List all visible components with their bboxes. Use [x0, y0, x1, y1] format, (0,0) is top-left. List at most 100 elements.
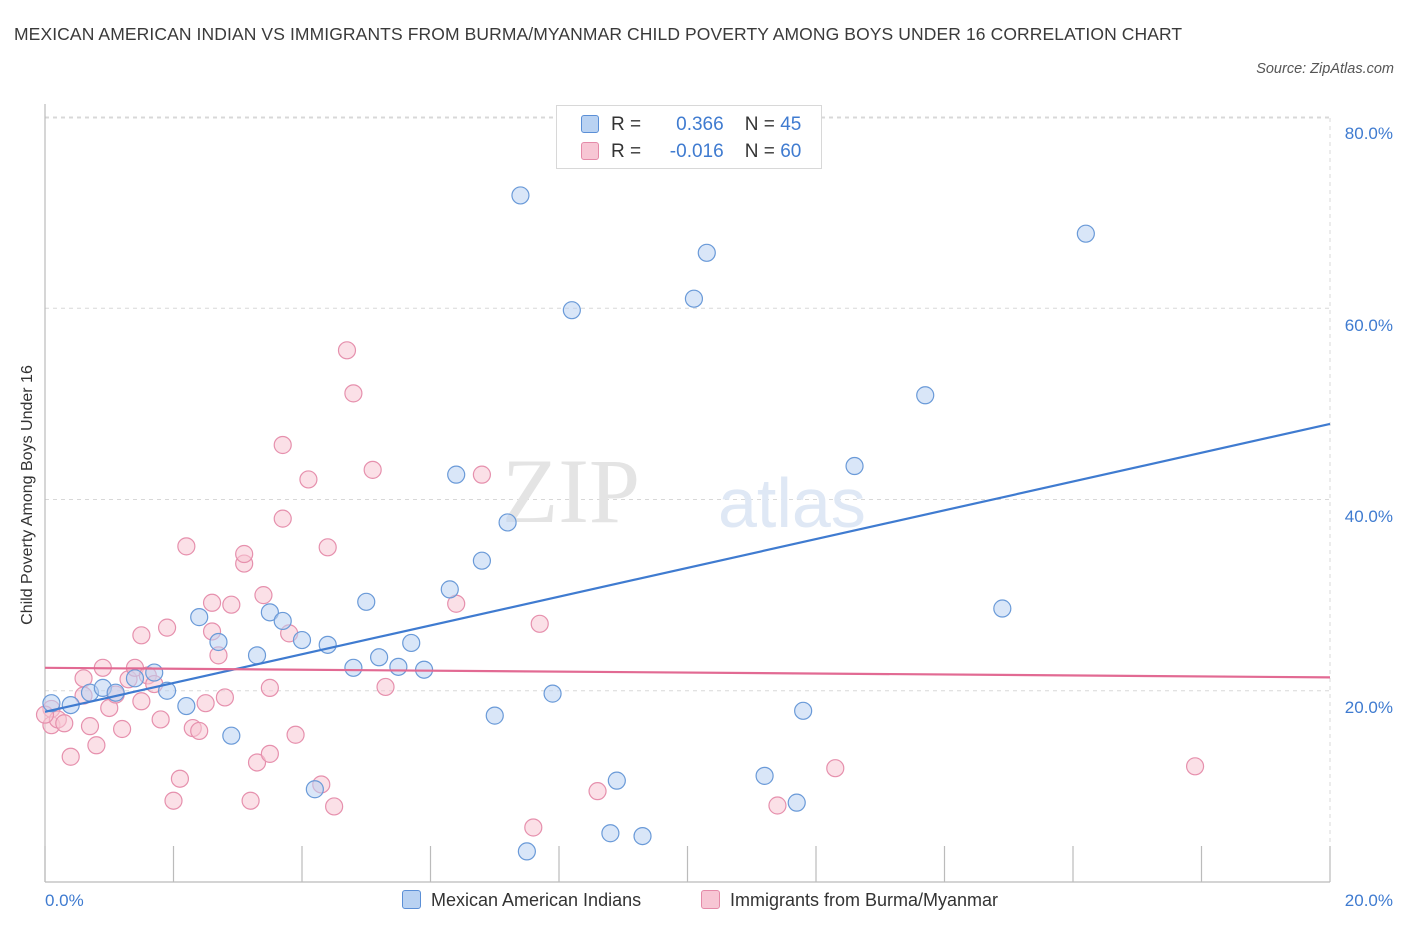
point-immigrant-burma	[87, 736, 106, 755]
point-immigrant-burma	[260, 744, 279, 763]
trendline-immigrants-burma	[44, 666, 1331, 679]
pink-swatch	[581, 142, 599, 160]
point-immigrant-burma	[170, 769, 190, 788]
point-immigrant-burma	[254, 586, 273, 605]
chart-title: MEXICAN AMERICAN INDIAN VS IMMIGRANTS FR…	[14, 24, 1183, 44]
point-mexican-american-indian	[993, 599, 1012, 618]
point-mexican-american-indian	[511, 186, 530, 205]
point-mexican-american-indian	[601, 824, 620, 843]
point-immigrant-burma	[826, 759, 845, 778]
legend-label: Immigrants from Burma/Myanmar	[730, 890, 999, 910]
point-mexican-american-indian	[292, 630, 312, 650]
point-immigrant-burma	[55, 714, 74, 733]
point-mexican-american-indian	[916, 386, 935, 405]
point-immigrant-burma	[273, 509, 292, 528]
point-immigrant-burma	[337, 341, 357, 360]
point-immigrant-burma	[80, 717, 100, 736]
point-immigrant-burma	[157, 618, 177, 637]
point-mexican-american-indian	[190, 608, 209, 627]
point-immigrant-burma	[588, 782, 607, 801]
point-mexican-american-indian	[447, 465, 466, 484]
source-label: Source: ZipAtlas.com	[1256, 61, 1394, 77]
point-mexican-american-indian	[260, 603, 279, 622]
point-immigrant-burma	[524, 818, 543, 837]
point-mexican-american-indian	[106, 683, 125, 702]
point-immigrant-burma	[151, 710, 170, 729]
blue-swatch	[402, 890, 421, 909]
point-mexican-american-indian	[697, 243, 716, 262]
point-mexican-american-indian	[273, 611, 292, 631]
point-immigrant-burma	[132, 626, 151, 645]
point-mexican-american-indian	[684, 289, 704, 308]
point-immigrant-burma	[318, 538, 337, 557]
point-immigrant-burma	[241, 791, 260, 810]
point-mexican-american-indian	[344, 658, 363, 677]
point-mexican-american-indian	[209, 632, 228, 652]
point-mexican-american-indian	[845, 456, 864, 476]
point-immigrant-burma	[286, 725, 305, 744]
watermark: ZIP atlas	[502, 440, 866, 542]
pink-swatch	[701, 890, 720, 909]
n-label: N =	[744, 114, 775, 135]
point-immigrant-burma	[325, 797, 344, 816]
y-axis-label: Child Poverty Among Boys Under 16	[19, 365, 36, 625]
point-mexican-american-indian	[440, 580, 459, 599]
legend-row-pink: R = -0.016 N = 60	[581, 141, 801, 163]
blue-swatch	[581, 115, 599, 133]
point-mexican-american-indian	[755, 766, 774, 785]
series-legend: Mexican American Indians Immigrants from…	[0, 890, 1406, 914]
n-value: 60	[780, 141, 802, 162]
point-immigrant-burma	[222, 595, 241, 614]
point-immigrant-burma	[112, 719, 132, 739]
r-value: 0.366	[676, 114, 724, 135]
legend-item-mexican-american-indians: Mexican American Indians	[402, 890, 641, 911]
y-tick-label: 20.0%	[1344, 698, 1393, 717]
point-immigrant-burma	[376, 677, 395, 697]
point-immigrant-burma	[530, 614, 549, 633]
point-immigrant-burma	[1185, 757, 1205, 776]
point-immigrant-burma	[61, 747, 80, 766]
watermark-zip: ZIP	[502, 440, 640, 542]
point-immigrant-burma	[273, 435, 292, 455]
point-mexican-american-indian	[305, 780, 324, 799]
y-tick-label: 60.0%	[1344, 316, 1393, 335]
point-mexican-american-indian	[607, 771, 626, 790]
legend-row-blue: R = 0.366 N = 45	[581, 114, 801, 136]
point-mexican-american-indian	[485, 706, 504, 725]
trendline-mexican-american-indians	[44, 422, 1331, 713]
watermark-atlas: atlas	[718, 464, 866, 542]
r-label: R =	[611, 114, 642, 135]
point-mexican-american-indian	[177, 696, 196, 716]
point-mexican-american-indian	[370, 648, 389, 667]
legend-label: Mexican American Indians	[431, 890, 642, 910]
point-immigrant-burma	[768, 796, 787, 815]
point-mexican-american-indian	[1076, 224, 1095, 243]
r-label: R =	[611, 141, 642, 162]
point-mexican-american-indian	[794, 701, 813, 720]
point-mexican-american-indian	[472, 551, 491, 570]
point-immigrant-burma	[235, 544, 254, 564]
n-value: 45	[780, 114, 802, 135]
point-mexican-american-indian	[125, 669, 145, 688]
point-mexican-american-indian	[389, 657, 408, 676]
x-tick-label: 0.0%	[45, 891, 84, 910]
y-tick-label: 40.0%	[1344, 507, 1393, 526]
point-immigrant-burma	[260, 678, 279, 697]
point-mexican-american-indian	[357, 592, 376, 611]
legend-item-immigrants-burma: Immigrants from Burma/Myanmar	[701, 890, 998, 911]
point-immigrant-burma	[472, 465, 491, 484]
point-immigrant-burma	[190, 721, 209, 741]
point-mexican-american-indian	[787, 793, 806, 812]
r-value: -0.016	[669, 141, 724, 162]
point-immigrant-burma	[215, 688, 234, 707]
point-mexican-american-indian	[42, 694, 61, 713]
correlation-legend: R = 0.366 N = 45 R = -0.016 N = 60	[556, 105, 822, 169]
point-immigrant-burma	[196, 694, 215, 713]
point-immigrant-burma	[363, 460, 382, 479]
point-immigrant-burma	[132, 692, 151, 711]
point-mexican-american-indian	[543, 684, 562, 703]
point-mexican-american-indian	[517, 842, 536, 861]
x-tick-label: 20.0%	[1344, 891, 1393, 910]
point-immigrant-burma	[299, 470, 318, 489]
